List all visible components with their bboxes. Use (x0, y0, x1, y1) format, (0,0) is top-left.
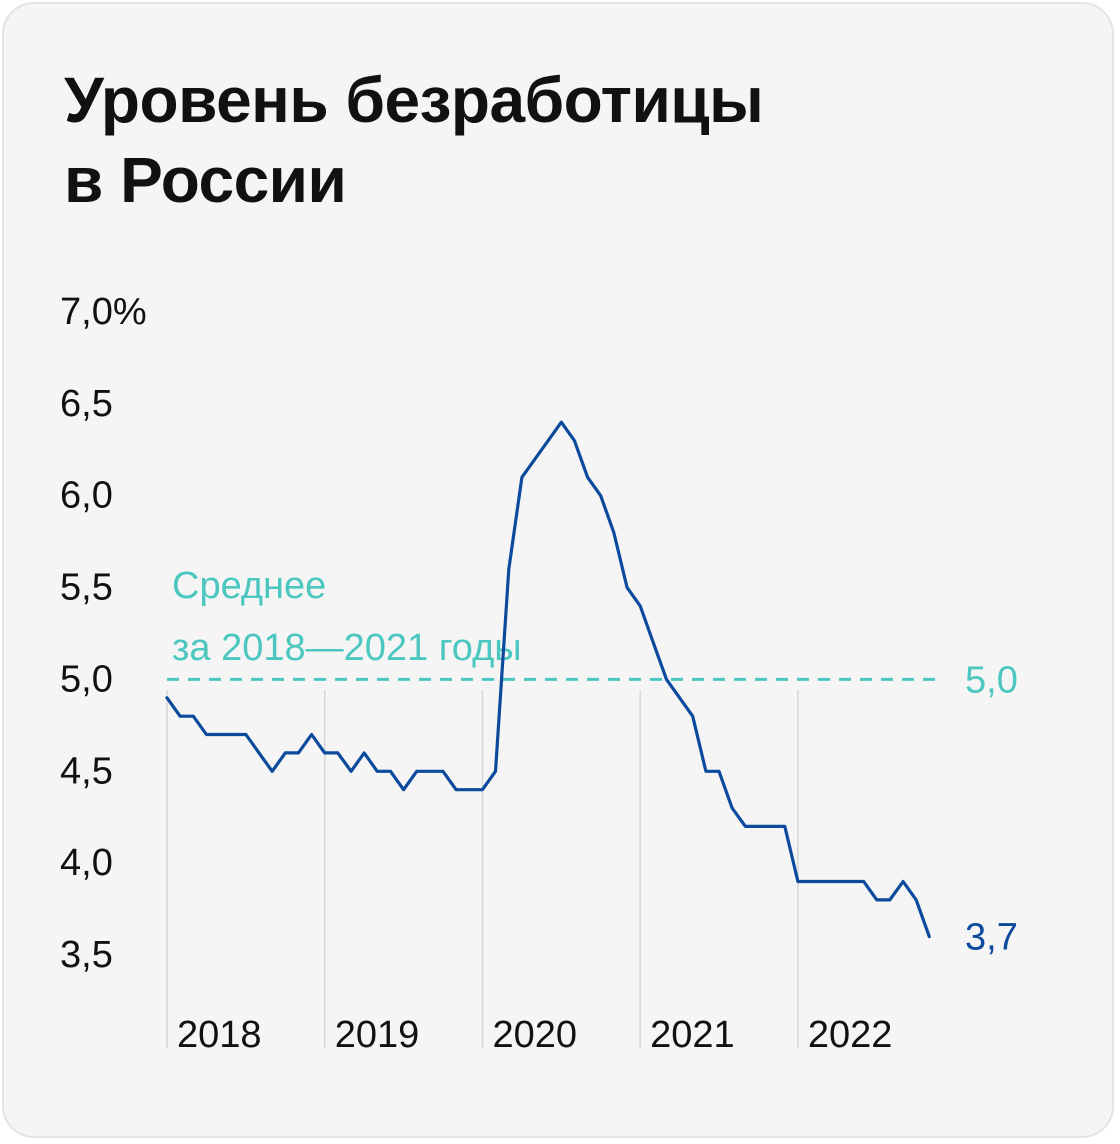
chart-title-line-1: Уровень безработицы (64, 64, 764, 136)
average-label-line-2: за 2018—2021 годы (172, 627, 522, 669)
x-tick-label-2020: 2020 (492, 1014, 577, 1056)
y-tick-label: 3,5 (60, 934, 113, 976)
y-tick-label: 4,5 (60, 750, 113, 792)
y-axis-tick-labels: 7,0% 6,5 6,0 5,5 5,0 4,5 4,0 3,5 (60, 291, 147, 976)
chart-title-line-2: в России (64, 144, 347, 216)
end-labels: 5,0 3,7 (965, 659, 1018, 958)
y-tick-label: 5,5 (60, 567, 113, 609)
x-tick-label-2019: 2019 (335, 1014, 420, 1056)
x-axis-tick-labels: 2018 2019 2020 2021 2022 (177, 1014, 892, 1056)
y-tick-label: 6,5 (60, 383, 113, 425)
average-label-line-1: Среднее (172, 565, 326, 607)
average-reference: Среднее за 2018—2021 годы (167, 565, 943, 681)
y-tick-label: 5,0 (60, 658, 113, 700)
year-gridlines (166, 690, 799, 1048)
y-tick-label: 4,0 (60, 842, 113, 884)
last-value-label: 3,7 (965, 917, 1018, 959)
series-group (165, 420, 931, 939)
average-value-label: 5,0 (965, 659, 1018, 701)
y-tick-label: 7,0% (60, 291, 147, 333)
x-tick-label-2018: 2018 (177, 1014, 262, 1056)
y-tick-label: 6,0 (60, 475, 113, 517)
series-line-unemployment (165, 420, 931, 939)
x-tick-label-2022: 2022 (808, 1014, 893, 1056)
chart-title: Уровень безработицы в России (64, 60, 764, 220)
x-tick-label-2021: 2021 (650, 1014, 735, 1056)
